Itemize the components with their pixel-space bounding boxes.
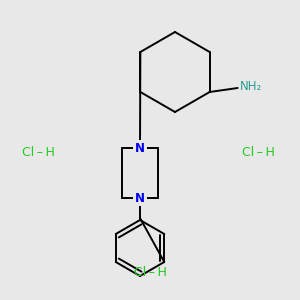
Text: N: N: [135, 142, 145, 154]
Text: N: N: [135, 191, 145, 205]
Text: Cl – H: Cl – H: [134, 266, 166, 278]
Text: Cl – H: Cl – H: [242, 146, 274, 158]
Text: Cl – H: Cl – H: [22, 146, 54, 158]
Text: NH₂: NH₂: [240, 80, 262, 94]
